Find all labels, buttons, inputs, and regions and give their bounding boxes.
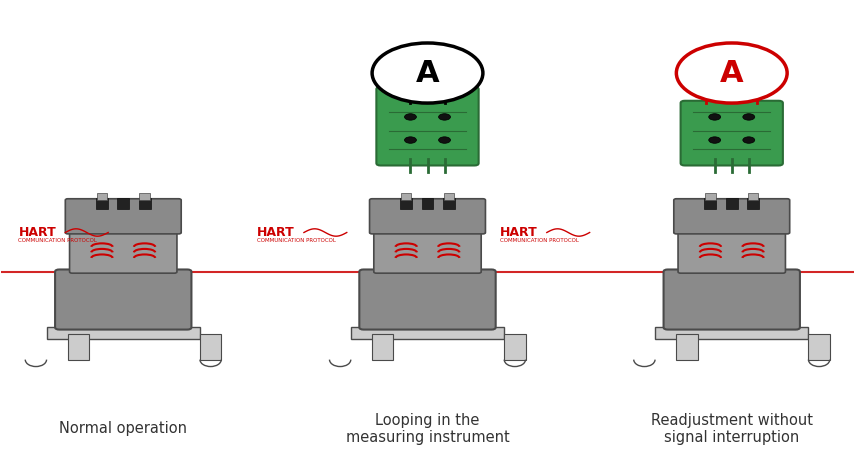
Circle shape xyxy=(743,137,755,143)
FancyBboxPatch shape xyxy=(65,199,181,234)
FancyBboxPatch shape xyxy=(359,270,496,330)
FancyBboxPatch shape xyxy=(678,231,786,273)
Bar xyxy=(726,198,738,209)
Bar xyxy=(139,193,150,200)
Bar xyxy=(400,198,412,209)
FancyBboxPatch shape xyxy=(674,199,790,234)
Bar xyxy=(705,198,716,209)
Text: Readjustment without
signal interruption: Readjustment without signal interruption xyxy=(651,413,813,445)
Text: HART: HART xyxy=(257,226,295,239)
Bar xyxy=(68,334,89,359)
Circle shape xyxy=(709,114,721,120)
Text: HART: HART xyxy=(19,226,56,239)
Text: HART: HART xyxy=(500,226,538,239)
Bar xyxy=(443,198,455,209)
Circle shape xyxy=(372,43,483,103)
Bar xyxy=(97,193,107,200)
Circle shape xyxy=(709,137,721,143)
Bar xyxy=(372,334,393,359)
FancyBboxPatch shape xyxy=(376,87,479,166)
Circle shape xyxy=(439,137,451,143)
Bar xyxy=(200,334,221,359)
Bar xyxy=(139,198,150,209)
Bar xyxy=(504,334,526,359)
Bar xyxy=(748,193,758,200)
Bar xyxy=(655,327,809,339)
FancyBboxPatch shape xyxy=(369,199,486,234)
FancyBboxPatch shape xyxy=(374,231,481,273)
FancyBboxPatch shape xyxy=(663,270,800,330)
Bar xyxy=(747,198,759,209)
Text: A: A xyxy=(416,59,439,87)
Circle shape xyxy=(404,137,416,143)
Circle shape xyxy=(439,114,451,120)
Text: Normal operation: Normal operation xyxy=(59,421,187,437)
Bar xyxy=(444,193,454,200)
Bar xyxy=(46,327,200,339)
Bar xyxy=(705,193,716,200)
Text: A: A xyxy=(720,59,744,87)
Circle shape xyxy=(404,114,416,120)
Circle shape xyxy=(676,43,787,103)
Text: COMMUNICATION PROTOCOL: COMMUNICATION PROTOCOL xyxy=(500,238,579,243)
Text: COMMUNICATION PROTOCOL: COMMUNICATION PROTOCOL xyxy=(257,238,336,243)
Bar xyxy=(676,334,698,359)
Bar xyxy=(351,327,504,339)
Bar xyxy=(117,198,129,209)
Bar xyxy=(401,193,411,200)
FancyBboxPatch shape xyxy=(69,231,177,273)
Bar xyxy=(422,198,433,209)
Circle shape xyxy=(743,114,755,120)
Bar xyxy=(96,198,108,209)
Text: Looping in the
measuring instrument: Looping in the measuring instrument xyxy=(345,413,510,445)
Bar xyxy=(809,334,829,359)
Text: COMMUNICATION PROTOCOL: COMMUNICATION PROTOCOL xyxy=(19,238,97,243)
FancyBboxPatch shape xyxy=(55,270,192,330)
FancyBboxPatch shape xyxy=(681,101,783,166)
